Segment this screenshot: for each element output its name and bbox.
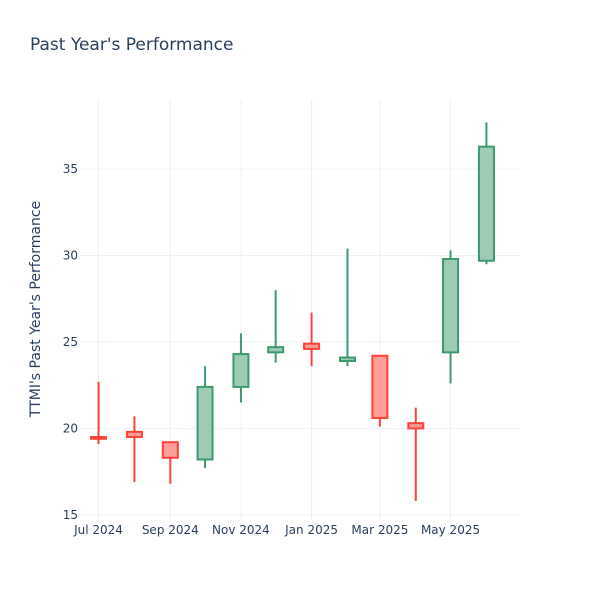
candle-body — [338, 356, 356, 362]
candle — [338, 248, 356, 367]
candle — [232, 333, 250, 403]
y-tick-label: 15 — [63, 508, 78, 522]
candle — [371, 354, 389, 427]
y-tick-label: 35 — [63, 162, 78, 176]
y-tick-label: 20 — [63, 421, 78, 435]
candle — [125, 416, 143, 482]
candle-body — [90, 436, 108, 440]
candle — [267, 290, 285, 363]
x-tick-label: May 2025 — [421, 523, 480, 537]
candle-body — [196, 385, 214, 461]
gridlines — [80, 100, 520, 520]
candle-body — [442, 258, 460, 354]
candle-body — [161, 441, 179, 459]
candle — [442, 250, 460, 384]
candle-body — [232, 353, 250, 388]
candle — [90, 381, 108, 444]
chart-title: Past Year's Performance — [30, 35, 234, 55]
x-tick-label: Mar 2025 — [351, 523, 408, 537]
candles — [90, 122, 495, 501]
candle-body — [371, 354, 389, 420]
candle — [303, 312, 321, 367]
y-tick-label: 25 — [63, 335, 78, 349]
candle — [161, 441, 179, 484]
y-tick-label: 30 — [63, 249, 78, 263]
x-tick-label: Sep 2024 — [142, 523, 199, 537]
y-axis-label: TTMI's Past Year's Performance — [28, 201, 44, 418]
candle — [196, 366, 214, 469]
candle-body — [477, 145, 495, 262]
x-tick-label: Nov 2024 — [212, 523, 270, 537]
x-tick-label: Jan 2025 — [284, 523, 338, 537]
candle-body — [303, 342, 321, 350]
candle — [477, 122, 495, 265]
candle-body — [407, 422, 425, 430]
candle — [407, 407, 425, 501]
candle-body — [267, 346, 285, 354]
candle-body — [125, 430, 143, 439]
tick-labels: 15 20 25 30 35 Jul 2024 Sep 2024 Nov 2024 Jan 20… — [63, 162, 480, 537]
x-tick-label: Jul 2024 — [73, 523, 123, 537]
